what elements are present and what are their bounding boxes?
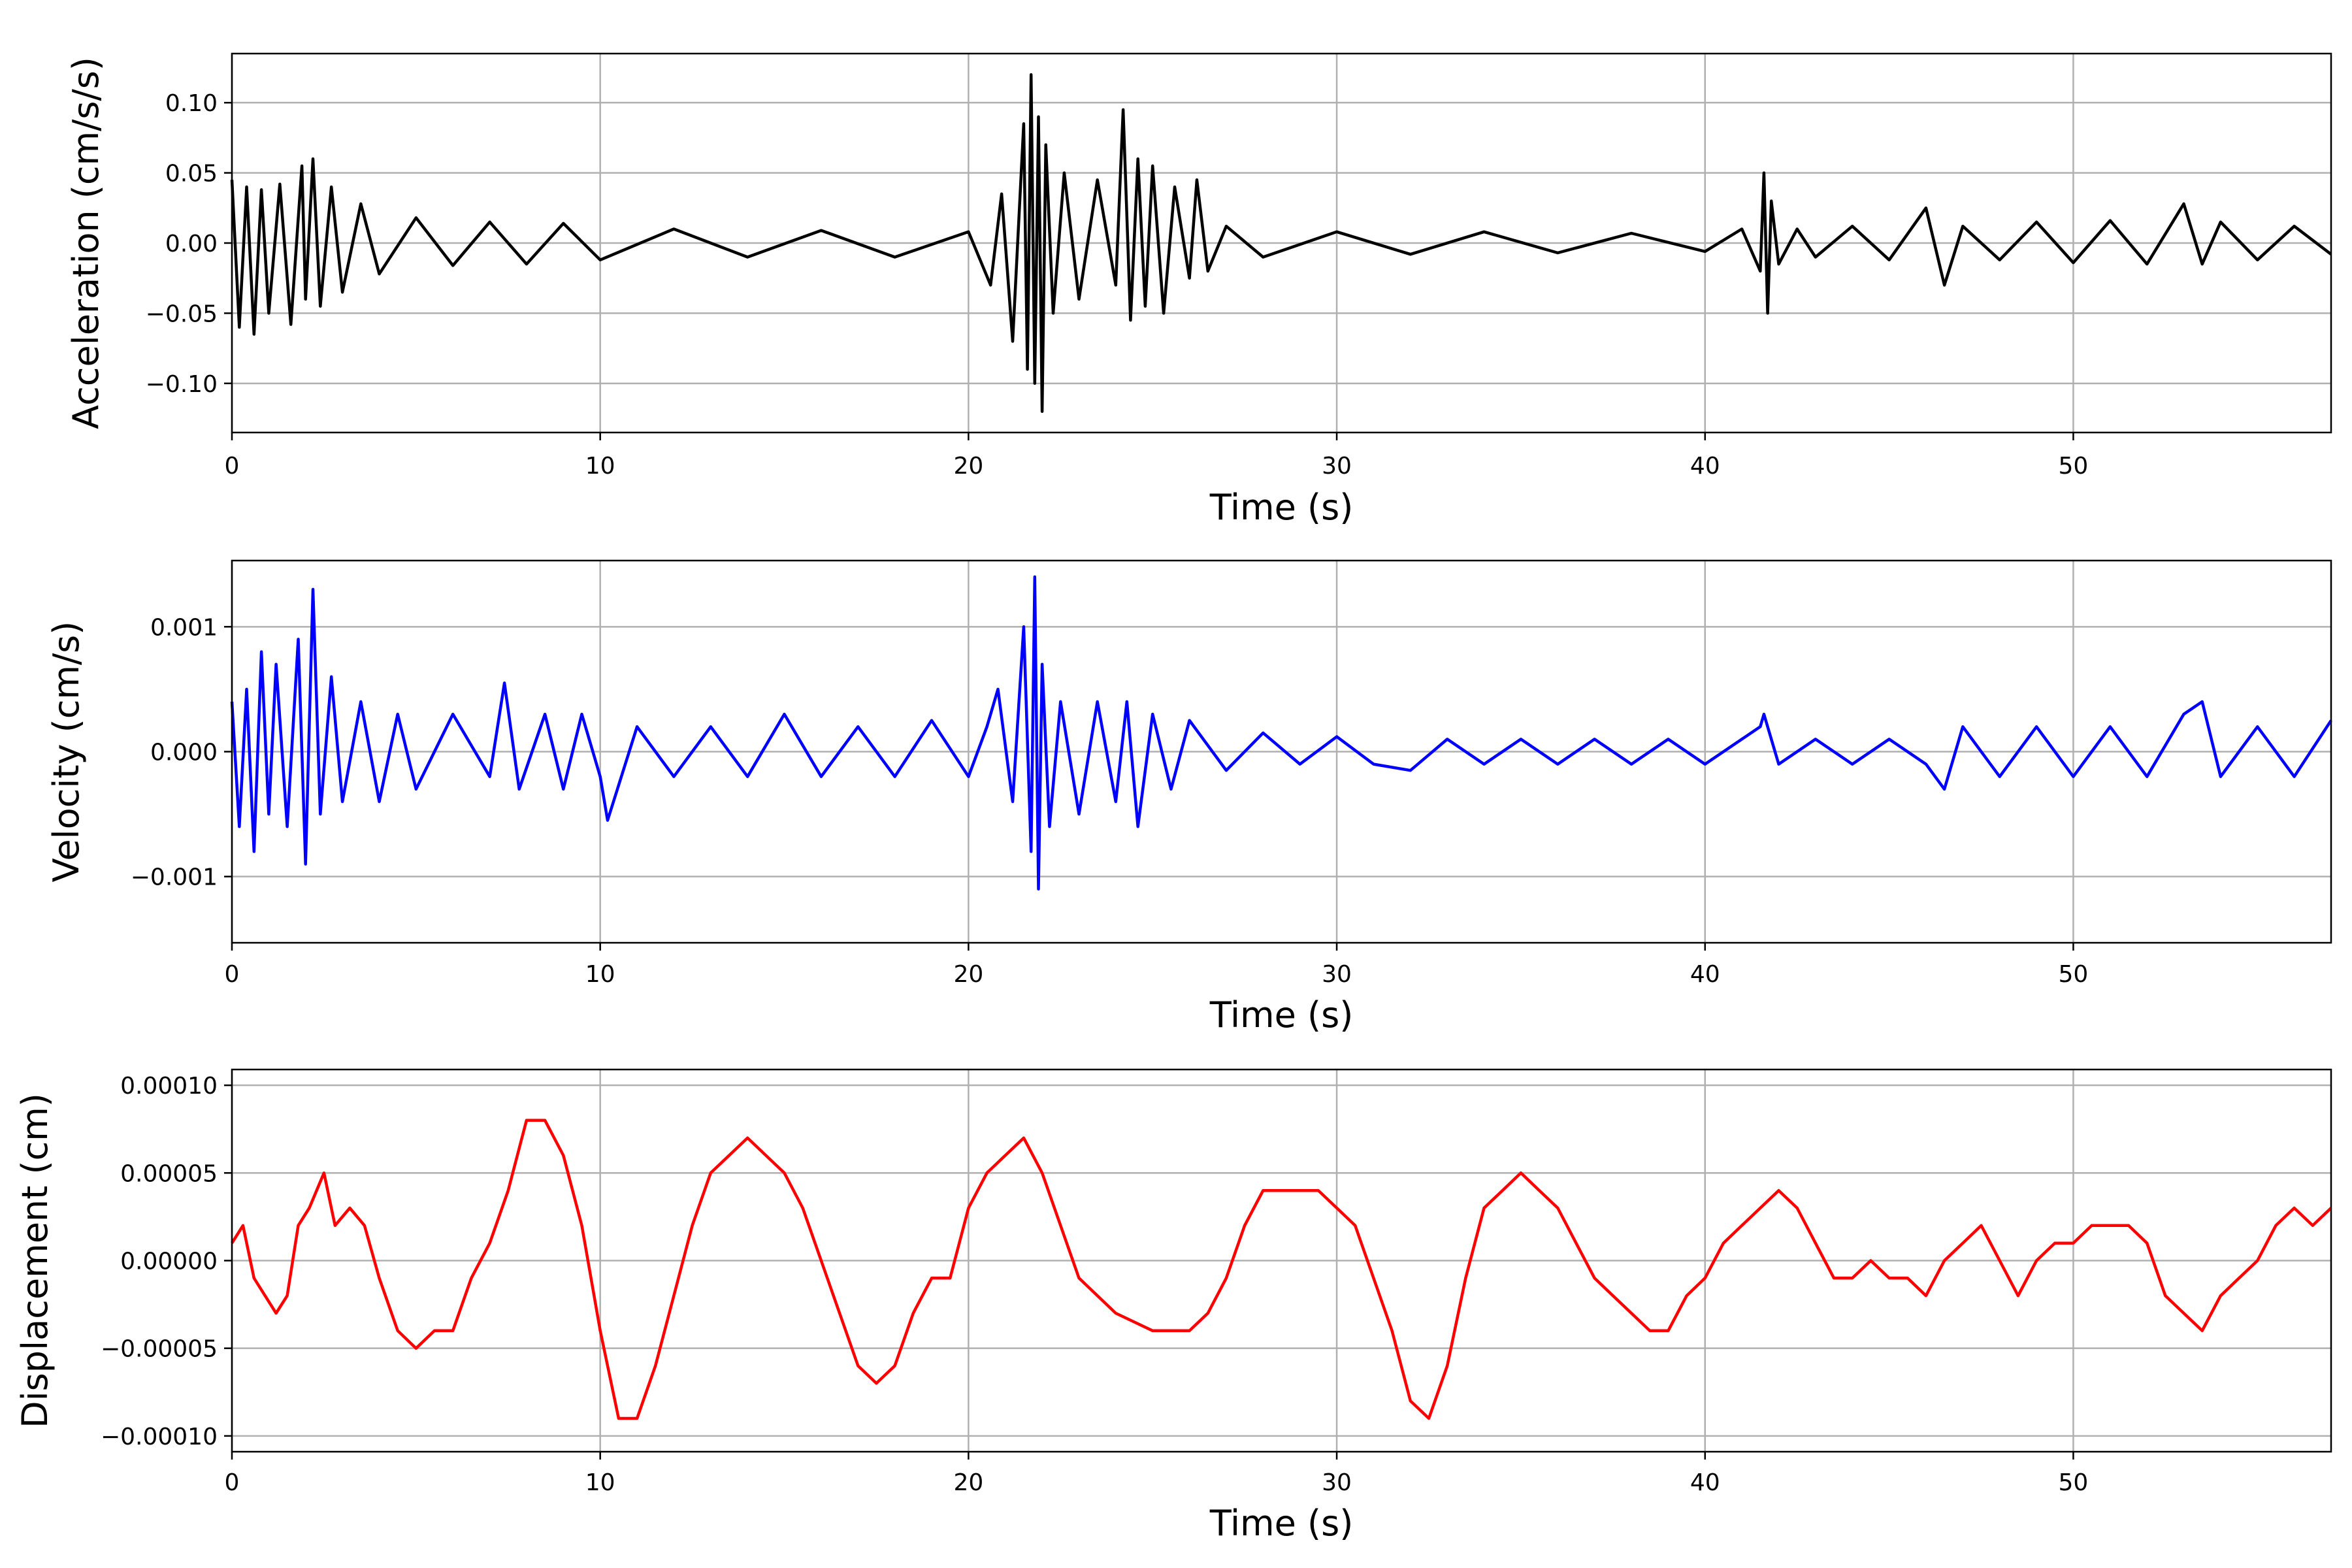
velocity-x-axis-label: Time (s) [1209,994,1354,1036]
acceleration-x-tick-label: 30 [1322,453,1352,480]
velocity-series-line [230,575,2332,891]
velocity-x-tick-label: 30 [1322,961,1352,988]
displacement-y-tick-label: −0.00010 [101,1424,218,1450]
velocity-y-axis-label: Velocity (cm/s) [46,621,87,883]
displacement-x-tick-label: 10 [585,1469,615,1496]
displacement-x-tick-label: 30 [1322,1469,1352,1496]
displacement-x-tick-label: 0 [225,1469,240,1496]
displacement-y-tick-label: 0.00005 [120,1160,218,1187]
velocity-x-tick-label: 40 [1690,961,1720,988]
acceleration-y-tick-label: 0.10 [165,90,218,117]
acceleration-y-tick-label: −0.05 [146,301,218,327]
velocity-x-tick-label: 20 [953,961,983,988]
acceleration-x-axis-label: Time (s) [1209,487,1354,528]
velocity-y-tick-label: 0.000 [150,740,218,766]
velocity-x-tick-label: 0 [225,961,240,988]
displacement-series-line [231,1119,2332,1420]
acceleration-x-tick-label: 10 [585,453,615,480]
velocity-x-tick-label: 50 [2059,961,2089,988]
acceleration-y-axis-label: Acceleration (cm/s/s) [65,57,106,429]
displacement-x-tick-label: 40 [1690,1469,1720,1496]
displacement-y-tick-label: −0.00005 [101,1336,218,1363]
velocity-x-tick-label: 10 [585,961,615,988]
acceleration-x-tick-label: 40 [1690,453,1720,480]
velocity-y-tick-label: 0.001 [150,614,218,641]
displacement-x-tick-label: 20 [953,1469,983,1496]
displacement-y-tick-label: 0.00010 [120,1073,218,1100]
acceleration-y-tick-label: −0.10 [146,371,218,398]
displacement-y-axis-label: Displacement (cm) [14,1093,56,1428]
displacement-x-axis-label: Time (s) [1209,1503,1354,1544]
velocity-y-tick-label: −0.001 [131,864,218,891]
acceleration-y-tick-label: 0.05 [165,161,218,188]
acceleration-x-tick-label: 0 [225,453,240,480]
displacement-y-tick-label: 0.00000 [120,1249,218,1275]
acceleration-panel: 0 10 20 30 40 50 −0.10 −0.05 0.00 0.05 0.10 Time (s… [65,52,2332,528]
displacement-panel: 0 10 20 30 40 50 −0.00010 −0.00005 0.00000 0.0000… [14,1068,2332,1544]
acceleration-x-tick-label: 50 [2059,453,2089,480]
acceleration-x-tick-label: 20 [953,453,983,480]
acceleration-series-line [230,73,2332,414]
acceleration-y-tick-label: 0.00 [165,231,218,257]
velocity-panel: 0 10 20 30 40 50 −0.001 0.000 0.001 Time (s) Veloc… [46,559,2332,1036]
displacement-x-tick-label: 50 [2059,1469,2089,1496]
